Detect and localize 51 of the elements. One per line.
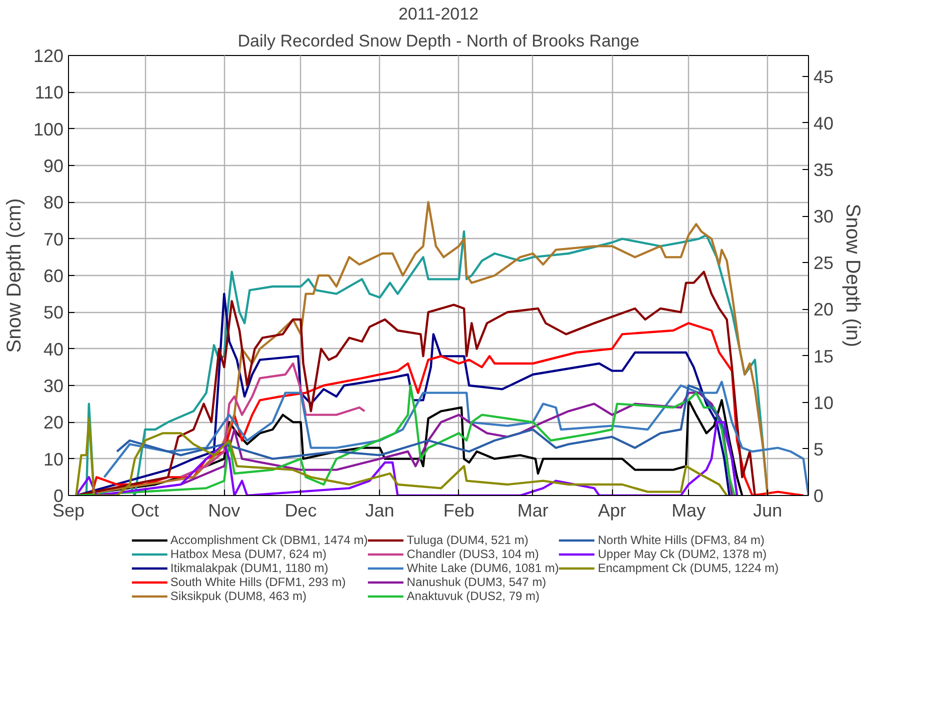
chart-title: 2011-2012 [398,4,479,24]
y-tick-label: 100 [33,119,64,140]
legend-label: Upper May Ck (DUM2, 1378 m) [598,547,767,561]
y-tick-label: 10 [43,449,64,470]
y-tick-label: 60 [43,266,64,286]
y-tick-label: 110 [34,82,64,103]
line-series [180,362,366,478]
y-tick-label: 70 [43,229,64,250]
y-tick-label: 40 [43,339,64,360]
x-tick-label: Nov [208,500,240,520]
x-tick-label: Apr [598,500,626,520]
y-tick-label: 90 [43,156,64,176]
legend-label: South White Hills (DFM1, 293 m) [170,575,346,589]
x-tick-label: Sep [52,500,85,520]
x-tick-label: May [672,500,706,520]
y-tick-label: 20 [43,412,64,433]
x-tick-label: Jan [365,500,394,520]
y2-axis-title: Snow Depth (in) [842,204,864,348]
y2-tick-label: 25 [814,253,834,274]
x-tick-label: Dec [284,500,317,520]
legend-label: Hatbox Mesa (DUM7, 624 m) [170,547,326,561]
legend-label: Chandler (DUS3, 104 m) [406,547,539,561]
legend-label: White Lake (DUM6, 1081 m) [406,561,559,575]
y2-tick-label: 35 [814,160,834,180]
y2-tick-label: 15 [814,346,834,366]
legend-label: Accomplishment Ck (DBM1, 1474 m) [170,533,368,547]
y-tick-label: 80 [43,192,64,213]
y-tick-label: 120 [33,46,64,66]
x-tick-label: Oct [131,500,160,520]
legend-label: Tuluga (DUM4, 521 m) [406,533,528,547]
legend-label: Anaktuvuk (DUS2, 79 m) [406,589,540,603]
legend-label: Nanushuk (DUM3, 547 m) [406,575,546,589]
legend-label: Siksikpuk (DUM8, 463 m) [170,589,306,603]
x-tick-label: Jun [753,500,782,520]
y-tick-label: 50 [43,302,64,323]
line-series [180,392,734,496]
y2-tick-label: 5 [814,439,824,460]
y2-tick-label: 40 [814,113,834,134]
x-tick-label: Mar [517,500,548,520]
y-tick-label: 30 [43,376,64,396]
y2-tick-label: 20 [814,300,834,320]
chart-subtitle: Daily Recorded Snow Depth - North of Brooks Range [238,32,640,50]
y2-tick-label: 10 [814,392,834,413]
y2-tick-label: 30 [814,206,834,227]
legend-label: Itikmalakpak (DUM1, 1180 m) [170,561,328,575]
y2-tick-label: 45 [814,66,834,87]
y-axis-title: Snow Depth (cm) [3,198,26,353]
y2-tick-label: 0 [814,486,824,506]
legend-label: Encampment Ck (DUM5, 1224 m) [598,561,779,575]
legend-label: North White Hills (DFM3, 84 m) [598,533,765,547]
x-tick-label: Feb [443,500,474,520]
